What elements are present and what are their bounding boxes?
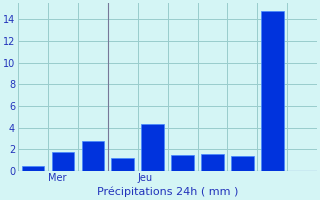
Bar bbox=[141, 124, 164, 171]
X-axis label: Précipitations 24h ( mm ): Précipitations 24h ( mm ) bbox=[97, 187, 238, 197]
Bar bbox=[231, 156, 254, 171]
Bar bbox=[52, 152, 74, 171]
Bar bbox=[261, 11, 284, 171]
Bar bbox=[111, 158, 134, 171]
Bar bbox=[171, 155, 194, 171]
Bar bbox=[82, 141, 104, 171]
Bar bbox=[22, 166, 44, 171]
Bar bbox=[201, 154, 224, 171]
